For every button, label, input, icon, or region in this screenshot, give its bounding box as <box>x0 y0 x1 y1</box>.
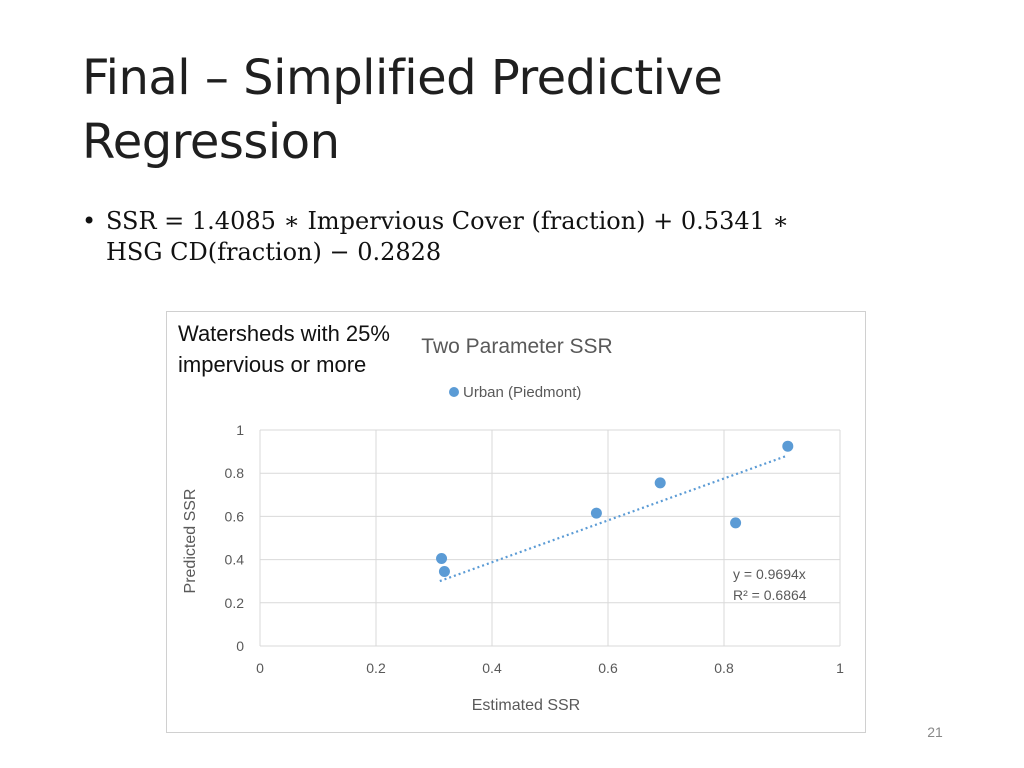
x-tick-label: 0.2 <box>366 660 386 676</box>
y-tick-label: 0.6 <box>225 508 245 524</box>
tick-labels: 0 0.2 0.4 0.6 0.8 1 0 0.2 0.4 0.6 0.8 1 <box>225 422 845 676</box>
equation-line-1: SSR = 1.4085 ∗ Impervious Cover (fractio… <box>106 207 789 235</box>
x-axis-label: Estimated SSR <box>472 697 580 714</box>
legend-label: Urban (Piedmont) <box>463 384 581 401</box>
trendline <box>439 454 789 583</box>
slide-title: Final – Simplified Predictive Regression <box>82 50 723 170</box>
trendline-r-squared: R² = 0.6864 <box>733 587 807 603</box>
y-tick-label: 0 <box>236 638 244 654</box>
page-number: 21 <box>927 724 943 740</box>
grid <box>259 429 841 647</box>
y-tick-label: 0.8 <box>225 465 245 481</box>
data-points <box>436 440 794 577</box>
x-tick-label: 0.8 <box>714 660 734 676</box>
equation-line-2: HSG CD(fraction) − 0.2828 <box>106 238 442 266</box>
x-tick-label: 0 <box>256 660 264 676</box>
chart-annotation: Watersheds with 25% impervious or more <box>178 321 390 377</box>
y-tick-label: 0.4 <box>225 552 245 568</box>
data-point <box>590 507 602 519</box>
data-point <box>782 440 794 452</box>
x-tick-label: 0.6 <box>598 660 618 676</box>
trendline-line <box>439 454 789 583</box>
x-tick-label: 1 <box>836 660 844 676</box>
data-point <box>654 477 666 489</box>
x-tick-label: 0.4 <box>482 660 502 676</box>
bullet-marker: • <box>82 207 97 235</box>
legend-marker <box>449 387 459 397</box>
trendline-equation: y = 0.9694x <box>733 566 806 582</box>
legend: Urban (Piedmont) <box>449 384 581 401</box>
chart-title: Two Parameter SSR <box>421 335 612 358</box>
regression-equation: SSR = 1.4085 ∗ Impervious Cover (fractio… <box>106 206 876 268</box>
data-point <box>436 553 448 565</box>
y-axis-label: Predicted SSR <box>182 489 199 594</box>
chart-frame: Two Parameter SSR Urban (Piedmont) 0 0.2 0… <box>166 311 866 733</box>
y-tick-label: 1 <box>236 422 244 438</box>
data-point <box>730 517 742 529</box>
data-point <box>438 565 450 577</box>
y-tick-label: 0.2 <box>225 595 245 611</box>
scatter-chart: Two Parameter SSR Urban (Piedmont) 0 0.2 0… <box>182 335 845 714</box>
